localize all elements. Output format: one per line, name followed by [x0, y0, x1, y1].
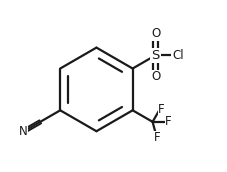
- Text: O: O: [151, 70, 160, 83]
- Text: N: N: [18, 125, 27, 138]
- Text: Cl: Cl: [172, 49, 184, 62]
- Text: O: O: [151, 27, 160, 40]
- Text: F: F: [165, 115, 172, 128]
- Text: S: S: [151, 49, 160, 62]
- Text: F: F: [154, 131, 160, 144]
- Text: F: F: [158, 103, 165, 116]
